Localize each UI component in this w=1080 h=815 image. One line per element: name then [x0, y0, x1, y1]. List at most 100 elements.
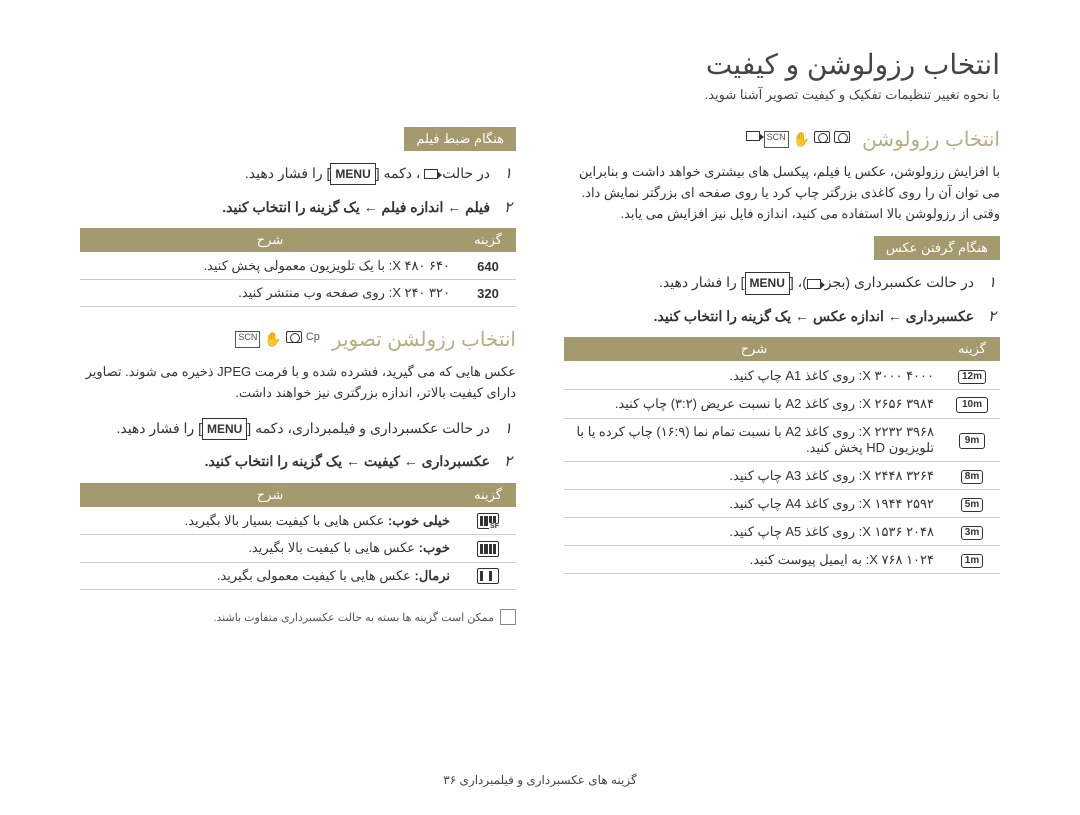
table-row: 10m ۳۹۸۴ X ۲۶۵۶: روی کاغذ A2 با نسبت عریض…	[564, 390, 1000, 419]
quality-desc-cell: نرمال: عکس هایی با کیفیت معمولی بگیرید.	[80, 562, 460, 590]
table-row: 3m ۲۰۴۸ X ۱۵۳۶: روی کاغذ A5 چاپ کنید.	[564, 518, 1000, 546]
scn-icon: SCN	[764, 131, 789, 148]
quality-icon-cell	[460, 562, 516, 590]
right-column: انتخاب رزولوشن SCN ✋ با افزایش رزولوشن، …	[564, 127, 1000, 626]
quality-desc: عکس هایی که می گیرید، فشرده شده و با فرم…	[80, 362, 516, 404]
cp-icon: Cp	[306, 331, 320, 348]
mode-icons-row: SCN ✋ Cp	[235, 331, 320, 348]
step-text: را فشار دهید.	[659, 274, 741, 290]
resolution-icon: 9m	[959, 433, 985, 449]
resolution-icon: 8m	[961, 470, 983, 484]
photo-capture-header: هنگام گرفتن عکس	[874, 236, 1000, 260]
page-subtitle: با نحوه تغییر تنظیمات تفکیک و کیفیت تصوی…	[80, 87, 1000, 103]
resolution-icon: 3m	[961, 526, 983, 540]
resolution-desc-cell: ۲۵۹۲ X ۱۹۴۴: روی کاغذ A4 چاپ کنید.	[564, 490, 944, 518]
quality-icon	[477, 513, 499, 529]
hand-icon: ✋	[264, 331, 281, 348]
table-row: 640 ۶۴۰ X ۴۸۰: با یک تلویزیون معمولی پخش …	[80, 253, 516, 280]
table-row: 5m ۲۵۹۲ X ۱۹۴۴: روی کاغذ A4 چاپ کنید.	[564, 490, 1000, 518]
resolution-icon-cell: 10m	[944, 390, 1000, 419]
left-column: هنگام ضبط فیلم ۱ در حالت ، دکمه [MENU] ر…	[80, 127, 516, 626]
menu-button: MENU	[202, 418, 247, 440]
table-row: 320 ۳۲۰ X ۲۴۰: روی صفحه وب منتشر کنید.	[80, 280, 516, 307]
step-number: ۲	[504, 199, 512, 216]
resolution-icon-cell: 1m	[944, 546, 1000, 574]
resolution-icon: 5m	[961, 498, 983, 512]
menu-button: MENU	[745, 272, 790, 294]
quality-desc-cell: خیلی خوب: عکس هایی با کیفیت بسیار بالا ب…	[80, 507, 460, 535]
video-res-icon: 640	[477, 259, 499, 274]
resolution-icon: 12m	[958, 370, 986, 384]
resolution-desc-cell: ۲۰۴۸ X ۱۵۳۶: روی کاغذ A5 چاپ کنید.	[564, 518, 944, 546]
page-footer: گزینه های عکسبرداری و فیلمبرداری ۳۶	[0, 773, 1080, 787]
quality-note: ممکن است گزینه ها بسته به حالت عکسبرداری…	[80, 610, 516, 626]
hand-icon: ✋	[793, 131, 810, 148]
resolution-icon-cell: 9m	[944, 419, 1000, 462]
col-desc: شرح	[80, 228, 460, 253]
camera-icon	[286, 331, 302, 343]
resolution-title-text: انتخاب رزولوشن	[862, 127, 1000, 152]
video-res-desc-cell: ۳۲۰ X ۲۴۰: روی صفحه وب منتشر کنید.	[80, 280, 460, 307]
video-res-icon-cell: 640	[460, 253, 516, 280]
quality-title-text: انتخاب رزولشن تصویر	[332, 327, 516, 352]
resolution-desc-cell: ۱۰۲۴ X ۷۶۸: به ایمیل پیوست کنید.	[564, 546, 944, 574]
resolution-desc-cell: ۳۹۶۸ X ۲۲۳۲: روی کاغذ A2 با نسبت تمام نم…	[564, 419, 944, 462]
resolution-icon: 10m	[956, 397, 988, 413]
col-option: گزینه	[460, 228, 516, 253]
video-step-2: ۲ فیلم ← اندازه فیلم ← یک گزینه را انتخا…	[80, 195, 516, 221]
resolution-icon-cell: 5m	[944, 490, 1000, 518]
mode-icons-row: SCN ✋	[746, 131, 850, 148]
quality-icon-cell	[460, 507, 516, 535]
step-number: ۲	[988, 308, 996, 325]
quality-desc-cell: خوب: عکس هایی با کیفیت بالا بگیرید.	[80, 535, 460, 563]
scn-icon: SCN	[235, 331, 260, 348]
step-text: را فشار دهید.	[116, 420, 198, 436]
resolution-icon-cell: 12m	[944, 362, 1000, 390]
video-record-header: هنگام ضبط فیلم	[404, 127, 516, 151]
col-desc: شرح	[564, 337, 944, 362]
quality-icon	[477, 568, 499, 584]
col-desc: شرح	[80, 483, 460, 508]
step-text: )،	[794, 274, 807, 290]
step-text: در حالت عکسبرداری (بجز	[821, 274, 974, 290]
video-icon	[807, 279, 821, 289]
video-res-icon: 320	[477, 286, 499, 301]
quality-step-2: ۲ عکسبرداری ← کیفیت ← یک گزینه را انتخاب…	[80, 449, 516, 475]
step-text: در حالت	[438, 165, 490, 181]
video-res-desc-cell: ۶۴۰ X ۴۸۰: با یک تلویزیون معمولی پخش کنی…	[80, 253, 460, 280]
table-row: نرمال: عکس هایی با کیفیت معمولی بگیرید.	[80, 562, 516, 590]
photo-resolution-table: گزینه شرح 12m ۴۰۰۰ X ۳۰۰۰: روی کاغذ A1 چا…	[564, 337, 1000, 574]
step-text: عکسبرداری ← کیفیت ← یک گزینه را انتخاب ک…	[205, 453, 490, 469]
step-text: در حالت عکسبرداری و فیلمبرداری، دکمه	[251, 420, 490, 436]
table-row: خیلی خوب: عکس هایی با کیفیت بسیار بالا ب…	[80, 507, 516, 535]
table-row: خوب: عکس هایی با کیفیت بالا بگیرید.	[80, 535, 516, 563]
page-title: انتخاب رزولوشن و کیفیت	[80, 48, 1000, 81]
step-text: ، دکمه	[380, 165, 425, 181]
resolution-icon-cell: 8m	[944, 462, 1000, 490]
step-number: ۲	[504, 453, 512, 470]
quality-icon	[477, 541, 499, 557]
resolution-section-title: انتخاب رزولوشن SCN ✋	[564, 127, 1000, 152]
table-row: 9m ۳۹۶۸ X ۲۲۳۲: روی کاغذ A2 با نسبت تمام …	[564, 419, 1000, 462]
video-icon	[424, 169, 438, 179]
video-resolution-table: گزینه شرح 640 ۶۴۰ X ۴۸۰: با یک تلویزیون م…	[80, 228, 516, 307]
resolution-desc-cell: ۴۰۰۰ X ۳۰۰۰: روی کاغذ A1 چاپ کنید.	[564, 362, 944, 390]
photo-step-1: ۱ در حالت عکسبرداری (بجز )، [MENU] را فش…	[564, 270, 1000, 296]
resolution-desc-cell: ۳۹۸۴ X ۲۶۵۶: روی کاغذ A2 با نسبت عریض (۳…	[564, 390, 944, 419]
col-option: گزینه	[460, 483, 516, 508]
quality-table: گزینه شرح خیلی خوب: عکس هایی با کیفیت بس…	[80, 483, 516, 591]
step-text: را فشار دهید.	[245, 165, 327, 181]
resolution-icon: 1m	[961, 554, 983, 568]
step-number: ۱	[504, 420, 512, 437]
video-icon	[746, 131, 760, 141]
photo-step-2: ۲ عکسبرداری ← اندازه عکس ← یک گزینه را ا…	[564, 304, 1000, 330]
col-option: گزینه	[944, 337, 1000, 362]
step-number: ۱	[988, 274, 996, 291]
table-row: 8m۳۲۶۴ X ۲۴۴۸: روی کاغذ A3 چاپ کنید.	[564, 462, 1000, 490]
video-step-1: ۱ در حالت ، دکمه [MENU] را فشار دهید.	[80, 161, 516, 187]
quality-icon-cell	[460, 535, 516, 563]
table-row: 1m ۱۰۲۴ X ۷۶۸: به ایمیل پیوست کنید.	[564, 546, 1000, 574]
video-res-icon-cell: 320	[460, 280, 516, 307]
quality-section-title: انتخاب رزولشن تصویر SCN ✋ Cp	[80, 327, 516, 352]
step-number: ۱	[504, 165, 512, 182]
